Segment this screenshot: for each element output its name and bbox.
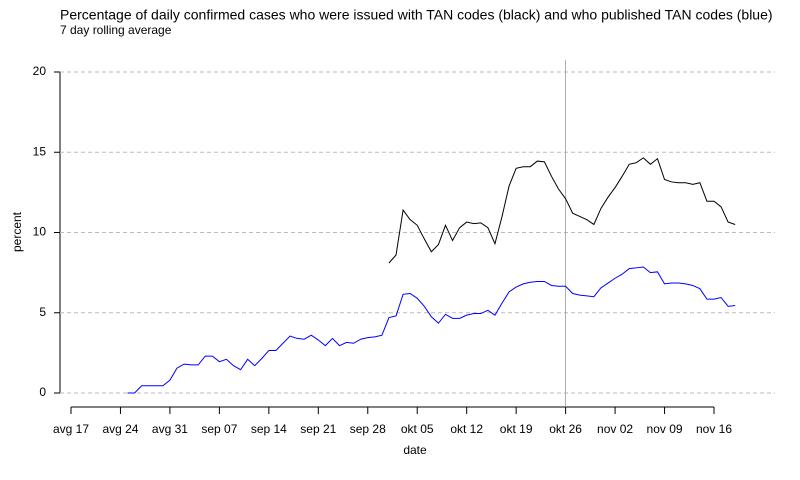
x-tick-label: avg 24 bbox=[102, 422, 138, 436]
series-line bbox=[127, 266, 736, 394]
y-tick-label: 0 bbox=[39, 385, 46, 399]
x-axis-label: date bbox=[403, 443, 427, 457]
x-tick-label: avg 31 bbox=[152, 422, 188, 436]
y-tick-label: 20 bbox=[33, 64, 47, 78]
x-tick-label: nov 16 bbox=[696, 422, 732, 436]
chart-title: Percentage of daily confirmed cases who … bbox=[60, 7, 773, 23]
y-tick-label: 10 bbox=[33, 225, 47, 239]
x-tick-label: okt 12 bbox=[450, 422, 483, 436]
x-tick-label: nov 09 bbox=[647, 422, 683, 436]
x-tick-label: nov 02 bbox=[597, 422, 633, 436]
x-tick-label: sep 14 bbox=[251, 422, 287, 436]
x-tick-label: avg 17 bbox=[53, 422, 89, 436]
series-line bbox=[388, 157, 736, 264]
x-tick-label: sep 07 bbox=[201, 422, 237, 436]
x-tick-label: okt 19 bbox=[500, 422, 533, 436]
y-tick-label: 15 bbox=[33, 144, 47, 158]
x-tick-label: sep 21 bbox=[300, 422, 336, 436]
x-tick-label: sep 28 bbox=[350, 422, 386, 436]
y-tick-label: 5 bbox=[39, 305, 46, 319]
x-tick-label: okt 05 bbox=[401, 422, 434, 436]
y-axis-label: percent bbox=[10, 211, 24, 252]
x-tick-label: okt 26 bbox=[549, 422, 582, 436]
chart-subtitle: 7 day rolling average bbox=[60, 23, 172, 37]
